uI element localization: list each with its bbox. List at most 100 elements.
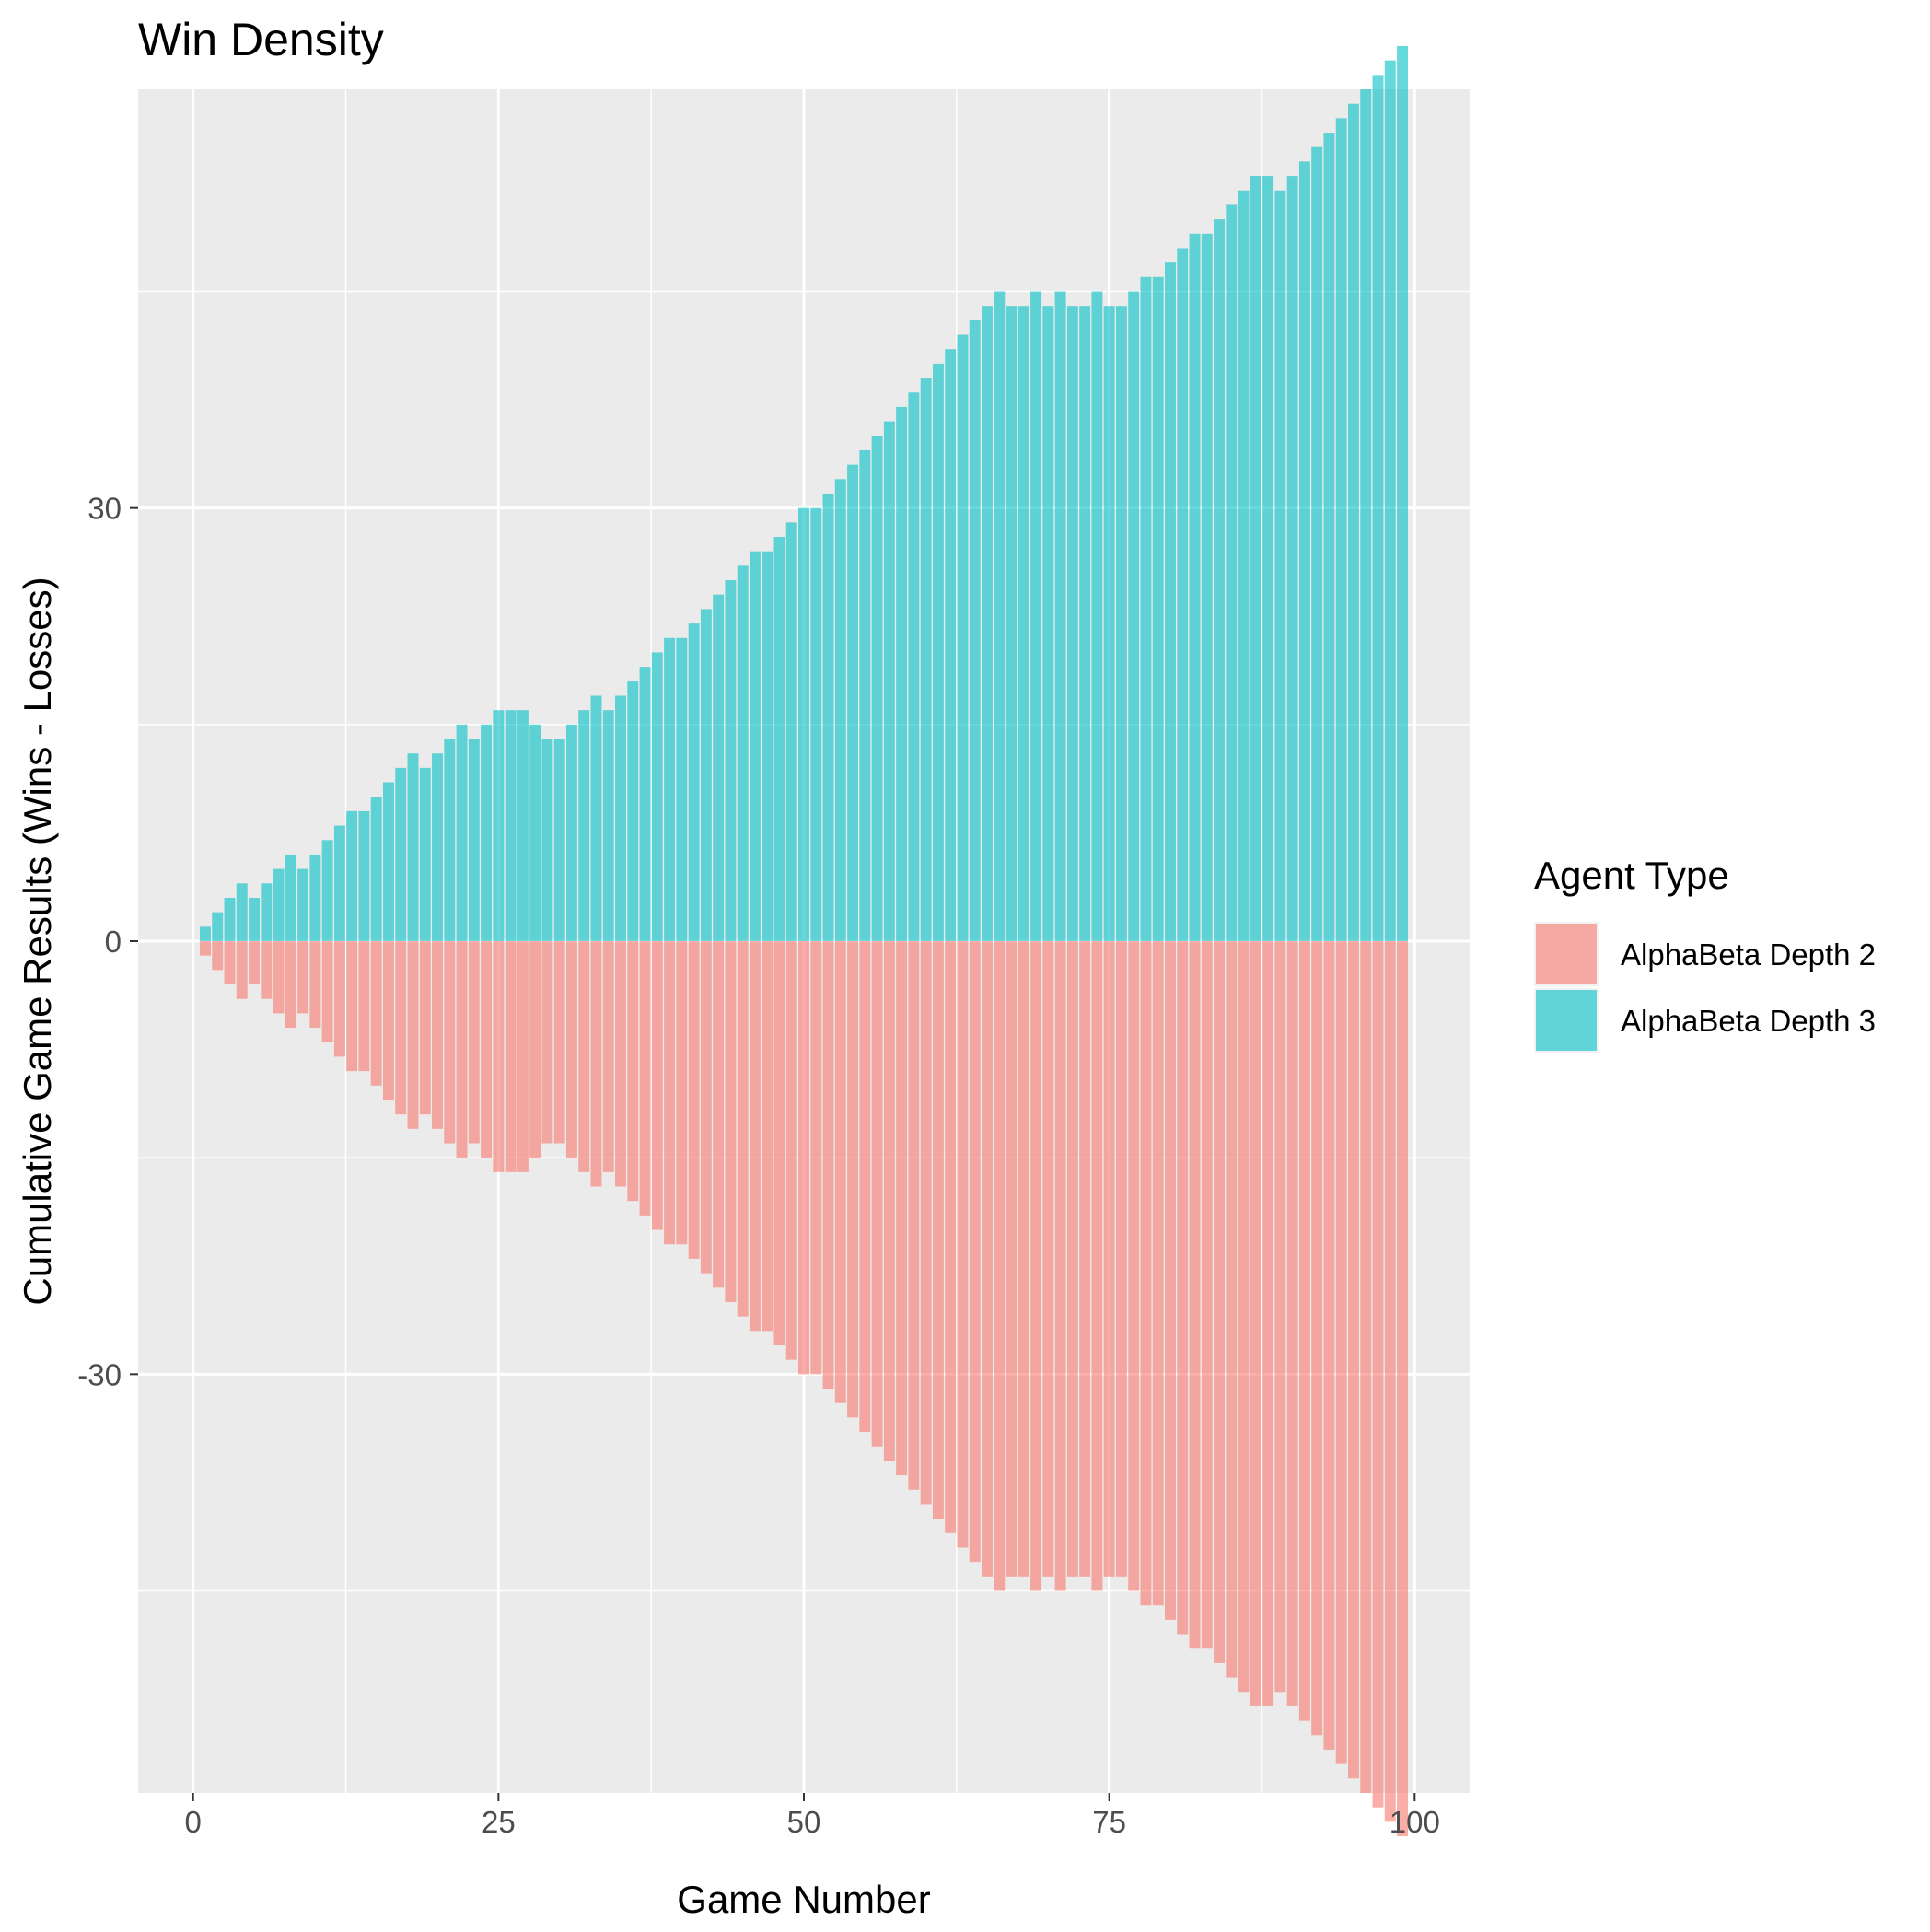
bar-alphabeta-depth-3 [725,580,737,941]
bar-alphabeta-depth-3 [908,392,920,941]
bar-alphabeta-depth-2 [1017,941,1029,1577]
bar-alphabeta-depth-3 [945,349,957,942]
bar-alphabeta-depth-2 [249,941,260,985]
bar-alphabeta-depth-2 [1372,941,1384,1808]
x-tick-label: 75 [1092,1805,1126,1839]
bar-alphabeta-depth-3 [517,710,529,941]
chart-title: Win Density [138,14,384,65]
bar-alphabeta-depth-3 [688,623,700,941]
bar-alphabeta-depth-2 [798,941,809,1375]
bar-alphabeta-depth-2 [676,941,688,1245]
bar-alphabeta-depth-2 [1140,941,1152,1606]
bar-alphabeta-depth-3 [1115,306,1127,941]
bar-alphabeta-depth-3 [713,594,725,941]
bar-alphabeta-depth-3 [456,724,468,941]
bar-alphabeta-depth-2 [358,941,370,1072]
bar-alphabeta-depth-2 [713,941,725,1288]
bar-alphabeta-depth-2 [309,941,321,1029]
bar-alphabeta-depth-3 [468,739,480,941]
bar-alphabeta-depth-2 [615,941,626,1187]
x-tick-label: 100 [1389,1805,1440,1839]
bar-alphabeta-depth-3 [1286,176,1298,941]
bar-alphabeta-depth-2 [773,941,785,1345]
bar-alphabeta-depth-2 [456,941,468,1158]
bars [199,45,1409,1837]
bar-alphabeta-depth-3 [1030,291,1042,941]
bar-alphabeta-depth-3 [505,710,517,941]
bar-alphabeta-depth-2 [871,941,883,1447]
bar-alphabeta-depth-3 [261,883,273,941]
bar-alphabeta-depth-2 [762,941,773,1332]
x-axis-title: Game Number [677,1878,930,1921]
bar-alphabeta-depth-2 [1226,941,1238,1678]
bar-alphabeta-depth-3 [249,897,260,941]
y-tick-label: 0 [105,925,122,959]
bar-alphabeta-depth-3 [859,449,871,941]
bar-alphabeta-depth-3 [700,609,712,941]
legend-swatch-alphabeta-depth-2 [1536,924,1597,984]
bar-alphabeta-depth-3 [1017,306,1029,941]
bar-alphabeta-depth-2 [493,941,505,1172]
bar-alphabeta-depth-2 [932,941,944,1519]
y-tick-label: 30 [87,492,122,526]
bar-alphabeta-depth-3 [847,464,859,942]
bar-alphabeta-depth-2 [224,941,236,985]
bar-alphabeta-depth-3 [834,479,846,941]
bar-alphabeta-depth-3 [395,767,407,941]
bar-alphabeta-depth-3 [749,551,761,941]
bar-alphabeta-depth-3 [1201,233,1213,941]
bar-alphabeta-depth-2 [1054,941,1066,1591]
bar-alphabeta-depth-3 [737,565,749,941]
bar-alphabeta-depth-2 [1091,941,1103,1591]
bar-alphabeta-depth-2 [517,941,529,1172]
bar-alphabeta-depth-2 [1189,941,1201,1649]
bar-alphabeta-depth-2 [212,941,224,971]
bar-alphabeta-depth-3 [627,681,639,941]
y-axis-title: Cumulative Game Results (Wins - Losses) [16,576,59,1305]
bar-alphabeta-depth-3 [419,767,431,941]
bar-alphabeta-depth-2 [883,941,895,1461]
bar-alphabeta-depth-3 [1214,219,1226,942]
bar-alphabeta-depth-3 [553,739,565,941]
bar-alphabeta-depth-3 [407,753,419,941]
bar-alphabeta-depth-3 [602,710,614,941]
bar-alphabeta-depth-2 [1006,941,1017,1577]
bar-alphabeta-depth-3 [1311,146,1323,942]
bar-alphabeta-depth-3 [590,695,602,941]
bar-alphabeta-depth-2 [236,941,248,999]
bar-alphabeta-depth-3 [346,810,358,941]
bar-alphabeta-depth-2 [1079,941,1091,1577]
bar-alphabeta-depth-3 [578,710,590,941]
bar-alphabeta-depth-2 [1214,941,1226,1663]
bar-alphabeta-depth-3 [822,493,834,941]
bar-alphabeta-depth-3 [762,551,773,941]
bar-alphabeta-depth-2 [432,941,443,1129]
bar-alphabeta-depth-2 [834,941,846,1403]
bar-alphabeta-depth-2 [1177,941,1189,1635]
bar-alphabeta-depth-2 [297,941,309,1014]
bar-alphabeta-depth-2 [590,941,602,1187]
bar-alphabeta-depth-3 [481,724,493,941]
bar-alphabeta-depth-2 [737,941,749,1317]
bar-alphabeta-depth-3 [1091,291,1103,941]
bar-alphabeta-depth-3 [1165,262,1176,941]
bar-alphabeta-depth-3 [1128,291,1140,941]
bar-alphabeta-depth-2 [639,941,651,1216]
bar-alphabeta-depth-2 [261,941,273,999]
bar-alphabeta-depth-3 [1152,276,1164,941]
bar-alphabeta-depth-2 [957,941,969,1548]
bar-alphabeta-depth-3 [1066,306,1078,941]
bar-alphabeta-depth-3 [273,868,285,941]
x-tick-label: 50 [787,1805,821,1839]
bar-alphabeta-depth-2 [505,941,517,1172]
bar-alphabeta-depth-2 [1238,941,1250,1693]
bar-alphabeta-depth-2 [700,941,712,1274]
bar-alphabeta-depth-2 [847,941,859,1418]
bar-alphabeta-depth-2 [370,941,382,1086]
bar-alphabeta-depth-3 [529,724,541,941]
bar-alphabeta-depth-3 [1274,190,1286,942]
bar-alphabeta-depth-3 [212,912,224,941]
bar-alphabeta-depth-2 [602,941,614,1172]
bar-alphabeta-depth-2 [688,941,700,1259]
bar-alphabeta-depth-3 [236,883,248,941]
